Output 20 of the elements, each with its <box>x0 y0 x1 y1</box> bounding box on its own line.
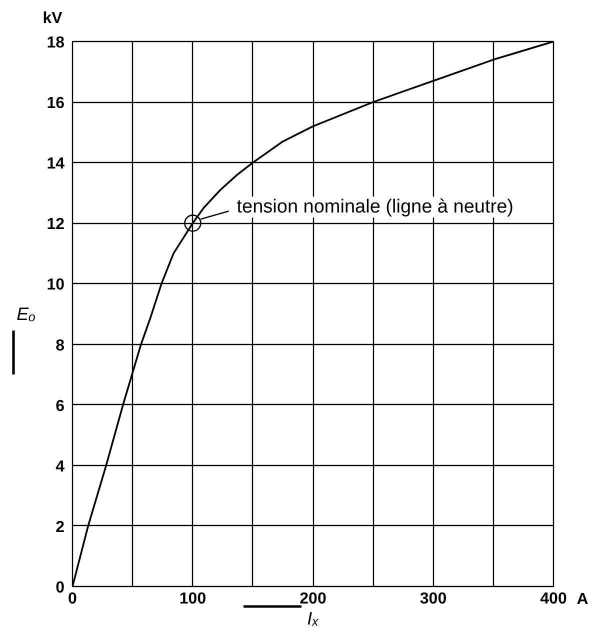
text: kV <box>42 10 63 27</box>
y-tick-label: 18 <box>46 34 65 52</box>
y-axis-title: Eₒ <box>16 304 36 324</box>
y-tick-label: 10 <box>46 276 65 294</box>
y-tick-label: 16 <box>46 95 65 112</box>
y-tick-label: 6 <box>56 398 65 415</box>
y-tick-label: 4 <box>56 458 65 476</box>
x-axis-title: Iₓ <box>307 608 320 628</box>
text: A <box>576 591 589 608</box>
x-tick-label: 0 <box>68 590 78 608</box>
y-tick-label: 0 <box>56 580 65 596</box>
y-tick-label: 12 <box>46 216 65 234</box>
x-tick-label: 300 <box>420 590 447 608</box>
y-tick-label: 8 <box>56 337 65 354</box>
y-tick-label: 14 <box>46 156 65 173</box>
x-tick-label: 100 <box>179 590 206 608</box>
x-tick-label: 200 <box>300 590 326 608</box>
y-tick-label: 2 <box>56 518 65 536</box>
x-tick-label: 400 <box>540 590 567 608</box>
annotation: tension nominale (ligne à neutre) <box>236 196 514 218</box>
